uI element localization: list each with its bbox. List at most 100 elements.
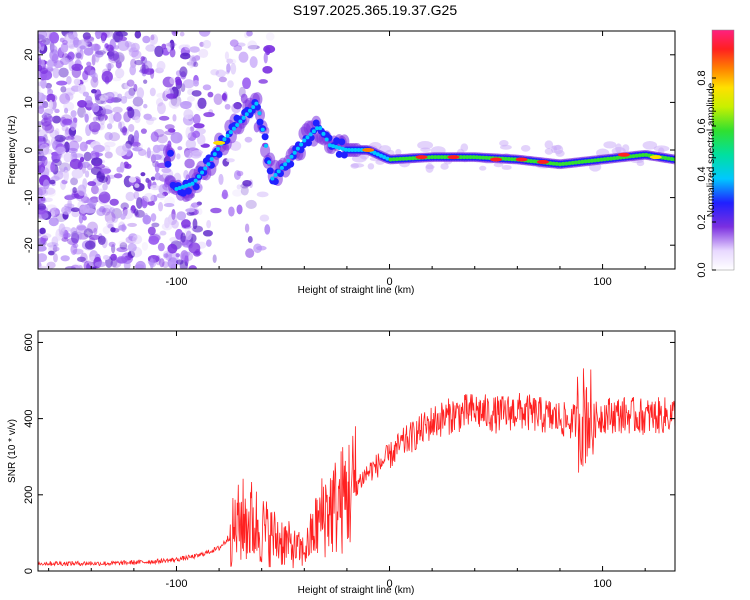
spectrogram-noise-blob [55,146,66,155]
spectrogram-noise-blob [115,31,128,37]
spectrogram-noise-blob [72,186,77,194]
spectrogram-noise-blob [45,82,52,89]
spectrogram-noise-blob [157,242,165,252]
spectrogram-noise-blob [147,226,156,236]
spectrogram-noise-blob [258,79,268,84]
spectrogram-noise-blob [247,44,260,50]
spectrogram-noise-blob [93,163,106,169]
spectrogram-noise-blob [193,123,205,129]
spectrogram-noise-blob [245,248,255,258]
spectrogram-noise-blob [127,222,138,227]
snr-ytick-label: 0 [23,568,35,574]
spectrogram-noise-blob [122,143,132,152]
spectrogram-noise-blob [122,126,127,136]
spectrogram-ridge-core [215,150,223,158]
spectrogram-noise-blob [229,140,242,151]
spectrogram-hotspot [490,157,503,162]
snr-xtick-label: -100 [165,578,187,590]
spectrogram-noise-blob [48,217,59,227]
spectrogram-noise-blob [425,162,434,173]
spectrogram-noise-blob [161,167,172,174]
spectrogram-noise-blob [175,79,182,86]
spectrogram-ridge-bright [184,183,189,188]
spectrogram-ridge-bright [404,156,409,161]
spectrogram-noise-blob [79,156,85,163]
spectrogram-noise-blob [109,207,115,214]
spectrogram-noise-blob [67,147,78,154]
snr-xtick-label: 0 [386,578,392,590]
spectrogram-noise-blob [76,256,86,262]
spectrogram-ytick-label: 0 [23,147,35,153]
spectrogram-noise-blob [124,40,132,48]
spectrogram-noise-blob [42,179,50,190]
spectrogram-ridge-core [164,160,172,168]
spectrogram-noise-blob [212,254,217,264]
spectrogram-noise-blob [105,62,114,70]
spectrogram-noise-blob [60,116,67,127]
spectrogram-ytick-label: 10 [23,96,35,108]
spectrogram-ridge-bright [337,145,342,150]
spectrogram-noise-blob [242,179,252,187]
spectrogram-noise-blob [162,191,169,196]
spectrogram-noise-blob [52,67,60,79]
spectrogram-noise-blob [159,230,167,236]
spectrogram-ridge-bright [615,155,620,160]
spectrogram-noise-blob [493,162,504,168]
spectrogram-ridge-bright [273,172,278,177]
spectrogram-noise-blob [256,191,269,198]
spectrogram-noise-blob [230,62,237,75]
spectrogram-noise-blob [102,183,108,191]
spectrogram-noise-blob [233,101,242,110]
spectrogram-ridge-bright [634,153,639,158]
spectrogram-noise-blob [52,244,58,253]
spectrogram-ridge-core [305,139,313,147]
spectrogram-noise-blob [133,191,140,200]
spectrogram-noise-blob [83,47,94,56]
spectrogram-ridge-bright [292,150,297,155]
spectrogram-noise-blob [107,50,120,61]
snr-ytick-label: 200 [23,486,35,504]
spectrogram-noise-blob [67,237,79,246]
spectrogram-noise-blob [38,31,48,40]
spectrogram-noise-blob [46,31,53,40]
spectrogram-noise-blob [91,43,101,51]
spectrogram-noise-blob [53,253,58,263]
spectrogram-ridge-bright [481,155,486,160]
spectrogram-noise-blob [38,265,50,269]
spectrogram-ridge-core [266,167,274,175]
spectrogram-noise-blob [117,39,130,51]
spectrogram-xtick-label: 100 [593,276,611,288]
spectrogram-noise-blob [221,192,229,199]
spectrogram-noise-blob [58,171,68,179]
spectrogram-ridge-bright [548,161,553,166]
spectrogram-noise-blob [141,241,149,251]
spectrogram-ridge-bright [305,135,310,140]
colorbar-tick-label: 0.2 [696,214,708,229]
spectrogram-noise-blob [38,81,48,87]
spectrogram-noise-blob [189,46,200,53]
spectrogram-ridge-bright [596,157,601,162]
spectrogram-noise-blob [75,52,82,59]
spectrogram-ridge-bright [580,159,585,164]
spectrogram-noise-blob [196,134,206,146]
spectrogram-noise-blob [76,231,83,241]
spectrogram-noise-blob [42,101,49,109]
spectrogram-noise-blob [41,233,52,239]
spectrogram-noise-blob [45,189,57,197]
spectrogram-noise-blob [91,102,100,113]
spectrogram-noise-blob [175,253,181,258]
spectrogram-noise-blob [228,206,235,217]
spectrogram-ridge-core [338,138,346,146]
spectrogram-ridge-core [192,183,200,191]
colorbar-tick-label: 0.4 [696,166,708,181]
spectrogram-noise-blob [236,170,244,177]
spectrogram-ridge-bright [350,148,355,152]
spectrogram-noise-blob [133,83,138,92]
spectrogram-ridge-bright [203,166,208,171]
spectrogram-noise-blob [134,116,141,124]
spectrogram-noise-blob [169,48,176,58]
spectrogram-noise-blob [38,104,49,109]
spectrogram-noise-blob [197,208,203,216]
spectrogram-noise-blob [77,106,86,118]
spectrogram-noise-blob [240,185,249,196]
